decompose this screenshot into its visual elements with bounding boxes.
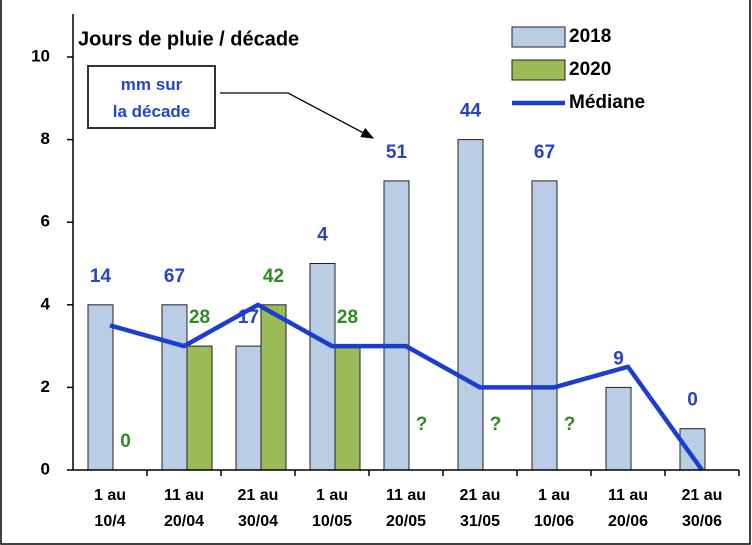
- legend-swatch: [511, 59, 566, 81]
- data-label: 28: [189, 307, 210, 328]
- bar: [309, 263, 336, 471]
- y-tick-label: 4: [41, 294, 51, 313]
- bar: [260, 304, 287, 471]
- data-label: 67: [534, 142, 555, 163]
- x-tick-label: 1 au 10/06: [533, 487, 575, 530]
- x-tick-label: 11 au 20/06: [607, 487, 649, 530]
- bar: [457, 139, 484, 471]
- x-tick-label: 21 au 31/05: [459, 487, 501, 530]
- bar: [531, 180, 558, 471]
- x-tick-label: 1 au 10/4: [93, 487, 126, 530]
- data-label: 28: [337, 307, 358, 328]
- arrow: [220, 92, 375, 139]
- bar: [605, 386, 632, 471]
- median-line: [109, 302, 704, 472]
- data-label: 14: [90, 266, 112, 287]
- x-tick-label: 1 au 10/05: [311, 487, 353, 530]
- bar: [161, 304, 188, 471]
- bar: [679, 428, 706, 471]
- bar: [87, 304, 114, 471]
- y-tick-label: 6: [41, 212, 50, 231]
- data-label: 0: [120, 431, 131, 452]
- y-tick-label: 10: [31, 46, 50, 65]
- data-label: 4: [317, 225, 328, 246]
- y-tick-label: 0: [41, 459, 50, 478]
- x-tick-label: 11 au 20/04: [163, 487, 205, 530]
- annotation: mm sur la décade: [87, 65, 216, 129]
- bar: [334, 345, 361, 471]
- legend-label: 2020: [569, 59, 611, 80]
- x-tick-label: 11 au 20/05: [385, 487, 427, 530]
- data-label: 44: [460, 101, 482, 122]
- chart-title: Jours de pluie / décade: [78, 28, 299, 50]
- legend-swatch: [511, 26, 566, 48]
- bar: [383, 180, 410, 471]
- legend-label: Médiane: [569, 92, 645, 113]
- y-tick-label: 2: [41, 377, 50, 396]
- data-label: 51: [386, 142, 408, 163]
- data-label: ?: [416, 414, 428, 435]
- data-label: 42: [263, 266, 284, 287]
- x-tick-label: 21 au 30/04: [237, 487, 279, 530]
- data-label: 67: [164, 266, 185, 287]
- bar: [186, 345, 213, 471]
- y-tick-label: 8: [41, 129, 50, 148]
- data-label: ?: [490, 414, 502, 435]
- legend-label: 2018: [569, 26, 611, 47]
- data-label: 0: [687, 390, 698, 411]
- data-label: ?: [564, 414, 576, 435]
- x-tick-label: 21 au 30/06: [681, 487, 723, 530]
- data-label: 9: [613, 348, 624, 369]
- bar: [235, 345, 262, 471]
